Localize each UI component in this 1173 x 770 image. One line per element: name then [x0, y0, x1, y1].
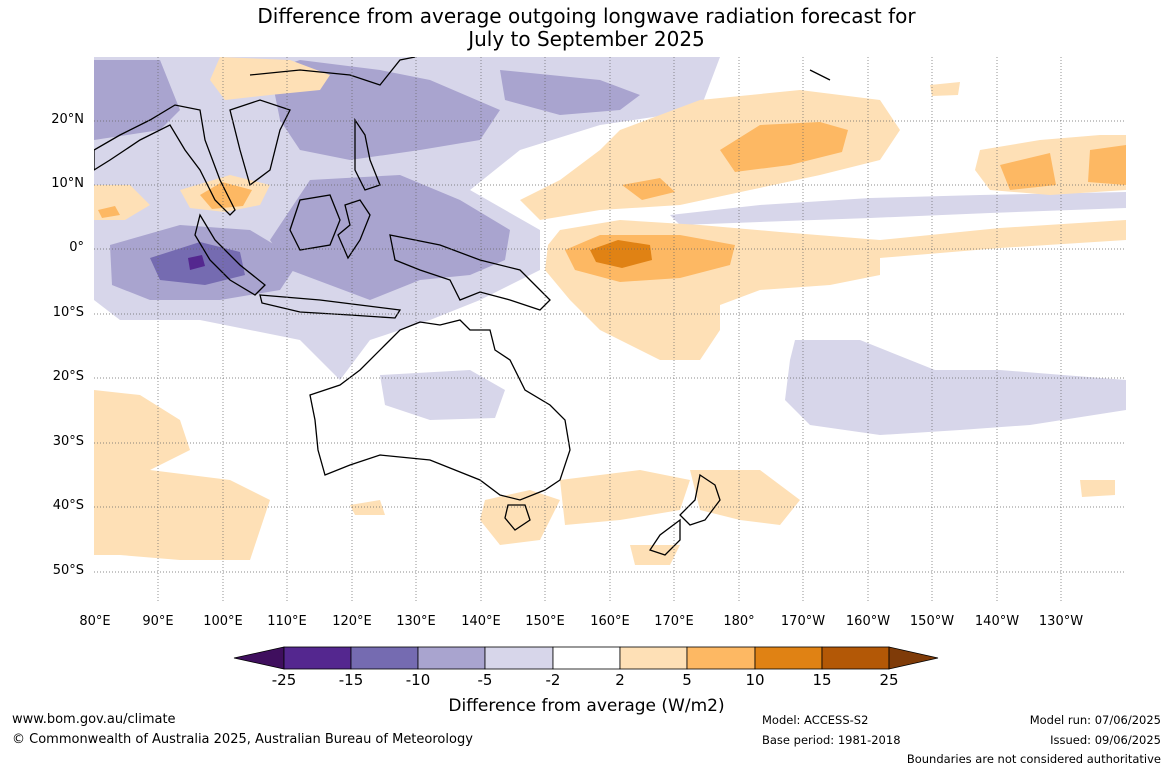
positive-anomaly-region: [690, 470, 800, 525]
source-url: www.bom.gov.au/climate: [12, 712, 176, 727]
colorbar-swatch: [283, 646, 352, 670]
lon-label: 120°E: [332, 614, 372, 629]
lon-label: 160°W: [845, 614, 891, 629]
positive-anomaly-region: [1000, 153, 1056, 190]
colorbar-swatch: [686, 646, 756, 670]
lon-label: 170°E: [654, 614, 694, 629]
lat-label: 20°N: [51, 112, 84, 127]
issued-date: Issued: 09/06/2025: [1050, 733, 1161, 747]
positive-anomaly-region: [480, 490, 560, 545]
colorbar-swatch: [552, 646, 621, 670]
colorbar-swatch: [821, 646, 890, 670]
lon-label: 140°W: [974, 614, 1020, 629]
map-title-line2: July to September 2025: [468, 27, 705, 51]
positive-anomaly-region: [1080, 480, 1115, 497]
lon-label: 130°W: [1038, 614, 1084, 629]
lat-label: 20°S: [52, 369, 84, 384]
lon-label: 150°W: [909, 614, 955, 629]
colorbar-tick: -5: [477, 671, 493, 689]
colorbar-swatch: [417, 646, 486, 670]
lat-label: 0°: [69, 240, 84, 255]
map-title-line1: Difference from average outgoing longwav…: [257, 4, 916, 28]
lat-label: 10°S: [52, 305, 84, 320]
lon-label: 100°E: [203, 614, 243, 629]
negative-anomaly-region: [94, 60, 180, 140]
positive-anomaly-region: [560, 470, 690, 525]
positive-anomaly-region: [520, 90, 900, 220]
positive-anomaly-region: [94, 390, 270, 560]
lon-label: 80°E: [79, 614, 111, 629]
negative-anomaly-region: [270, 60, 500, 160]
lon-label: 110°E: [267, 614, 307, 629]
colorbar-label: Difference from average (W/m2): [448, 696, 725, 716]
lat-label: 30°S: [52, 434, 84, 449]
colorbar-swatch: [619, 646, 688, 670]
negative-anomaly-region: [500, 70, 640, 115]
colorbar-max-arrow: [888, 646, 939, 670]
positive-anomaly-region: [1088, 145, 1126, 185]
positive-anomaly-region: [720, 122, 848, 172]
lon-label: 140°E: [461, 614, 501, 629]
model-name: Model: ACCESS-S2: [762, 713, 869, 727]
colorbar-swatch: [754, 646, 823, 670]
lon-label: 160°E: [590, 614, 630, 629]
positive-anomaly-region: [210, 57, 330, 100]
lon-label: 130°E: [396, 614, 436, 629]
negative-anomaly-region: [188, 255, 205, 270]
positive-anomaly-region: [590, 240, 652, 268]
lat-label: 40°S: [52, 498, 84, 513]
colorbar-tick: 10: [745, 671, 765, 689]
negative-anomaly-region: [670, 192, 1126, 225]
colorbar-tick: 25: [879, 671, 899, 689]
lat-label: 10°N: [51, 176, 84, 191]
lon-label: 150°E: [525, 614, 565, 629]
lon-label: 90°E: [142, 614, 174, 629]
positive-anomaly-region: [622, 178, 675, 200]
negative-anomaly-region: [785, 340, 1126, 435]
negative-anomaly-region: [380, 370, 505, 420]
positive-anomaly-region: [98, 206, 120, 218]
lon-label: 170°W: [780, 614, 826, 629]
colorbar-swatch: [484, 646, 554, 670]
colorbar-tick: 5: [682, 671, 692, 689]
positive-anomaly-region: [350, 500, 385, 515]
colorbar: [233, 646, 939, 670]
copyright-text: © Commonwealth of Australia 2025, Austra…: [12, 732, 473, 747]
colorbar-tick: -25: [271, 671, 297, 689]
anomaly-shading: [94, 57, 1126, 603]
positive-anomaly-region: [200, 182, 252, 209]
colorbar-tick: -10: [405, 671, 431, 689]
boundaries-disclaimer: Boundaries are not considered authoritat…: [906, 752, 1161, 766]
positive-anomaly-region: [630, 545, 680, 565]
lat-label: 50°S: [52, 563, 84, 578]
positive-anomaly-region: [930, 82, 960, 96]
colorbar-tick: -2: [545, 671, 561, 689]
model-run-date: Model run: 07/06/2025: [1029, 713, 1161, 727]
lon-label: 180°: [723, 614, 755, 629]
grid-lines: [94, 57, 1126, 603]
colorbar-tick: -15: [338, 671, 364, 689]
colorbar-swatch: [350, 646, 419, 670]
base-period: Base period: 1981-2018: [762, 733, 901, 747]
coastlines: [94, 57, 831, 556]
colorbar-min-arrow: [233, 646, 285, 670]
colorbar-tick: 2: [615, 671, 625, 689]
colorbar-tick: 15: [812, 671, 832, 689]
